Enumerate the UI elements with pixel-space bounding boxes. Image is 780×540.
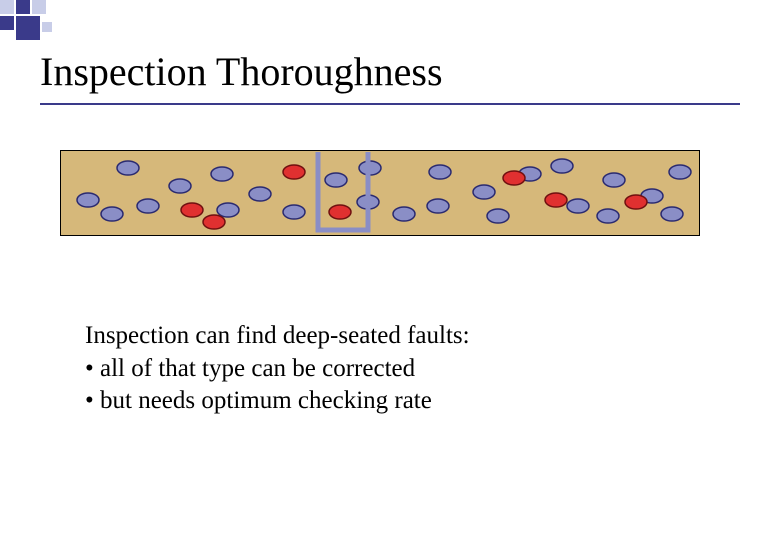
body-line-2: • all of that type can be corrected [85, 353, 470, 386]
body-text: Inspection can find deep-seated faults: … [85, 320, 470, 418]
body-line-3: • but needs optimum checking rate [85, 385, 470, 418]
page-title: Inspection Thoroughness [40, 48, 740, 105]
title-container: Inspection Thoroughness [40, 48, 740, 105]
corner-decoration [0, 0, 80, 50]
diagram-svg [60, 150, 700, 236]
body-line-1: Inspection can find deep-seated faults: [85, 320, 470, 353]
inspection-diagram [60, 150, 700, 236]
